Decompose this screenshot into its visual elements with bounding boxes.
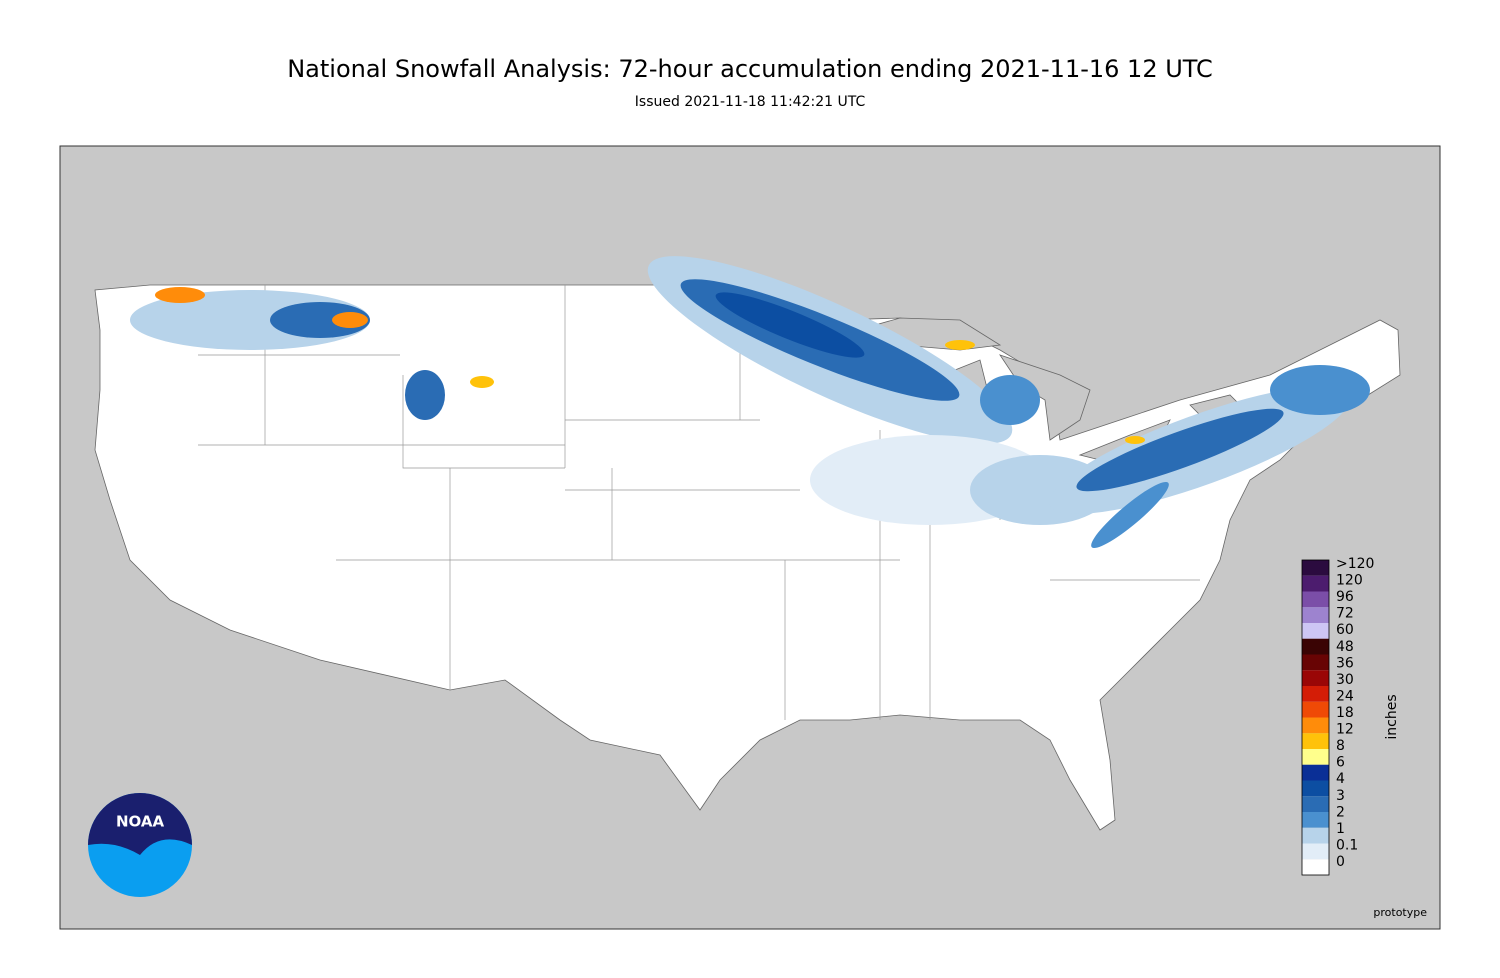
snow-areas bbox=[130, 256, 1370, 549]
title: National Snowfall Analysis: 72-hour accu… bbox=[287, 55, 1213, 83]
legend-label: 12 bbox=[1336, 722, 1354, 738]
legend-label: 0 bbox=[1336, 854, 1345, 870]
map: NOAA prototype bbox=[59, 145, 1441, 930]
legend-swatch bbox=[1302, 623, 1329, 639]
legend-swatch bbox=[1302, 560, 1329, 576]
legend-label: 72 bbox=[1336, 606, 1354, 622]
logo-text: NOAA bbox=[116, 813, 165, 831]
legend-swatch bbox=[1302, 796, 1329, 812]
noaa-logo: NOAA bbox=[88, 793, 192, 897]
legend-swatch bbox=[1302, 575, 1329, 592]
legend-label: 96 bbox=[1336, 589, 1354, 605]
legend-frame bbox=[1301, 559, 1330, 876]
legend-swatch bbox=[1302, 843, 1329, 860]
legend-swatch bbox=[1302, 701, 1329, 718]
legend-label: 60 bbox=[1336, 622, 1354, 638]
legend-swatch bbox=[1302, 812, 1329, 828]
legend-swatch bbox=[1302, 686, 1329, 702]
legend-label: 36 bbox=[1336, 655, 1354, 671]
legend-label: 24 bbox=[1336, 688, 1354, 704]
legend-swatch bbox=[1302, 780, 1329, 797]
legend-swatch bbox=[1302, 670, 1329, 686]
legend-swatch bbox=[1302, 764, 1329, 781]
legend-swatch bbox=[1302, 827, 1329, 844]
legend-label: 3 bbox=[1336, 788, 1345, 804]
legend-label: 18 bbox=[1336, 705, 1354, 721]
legend-label: 8 bbox=[1336, 738, 1345, 754]
us-land bbox=[94, 284, 1401, 831]
legend-unit: inches bbox=[1384, 694, 1400, 739]
prototype-note: prototype bbox=[1373, 906, 1427, 919]
legend-label: 48 bbox=[1336, 639, 1354, 655]
legend-swatch bbox=[1302, 591, 1329, 608]
legend-swatch bbox=[1302, 749, 1329, 765]
legend-label: 120 bbox=[1336, 573, 1363, 589]
legend-label: 1 bbox=[1336, 821, 1345, 837]
legend: inches >1201209672604836302418128643210.… bbox=[1301, 556, 1400, 876]
legend-label: 6 bbox=[1336, 755, 1345, 771]
legend-swatch bbox=[1302, 638, 1329, 655]
legend-label: 30 bbox=[1336, 672, 1354, 688]
legend-swatch bbox=[1302, 607, 1329, 623]
legend-label: 2 bbox=[1336, 804, 1345, 820]
legend-swatch bbox=[1302, 717, 1329, 734]
subtitle: Issued 2021-11-18 11:42:21 UTC bbox=[635, 94, 866, 110]
legend-label: 4 bbox=[1336, 771, 1345, 787]
legend-swatch bbox=[1302, 859, 1329, 875]
legend-swatch bbox=[1302, 733, 1329, 749]
legend-label: >120 bbox=[1336, 556, 1374, 572]
legend-label: 0.1 bbox=[1336, 837, 1358, 853]
legend-swatch bbox=[1302, 654, 1329, 671]
